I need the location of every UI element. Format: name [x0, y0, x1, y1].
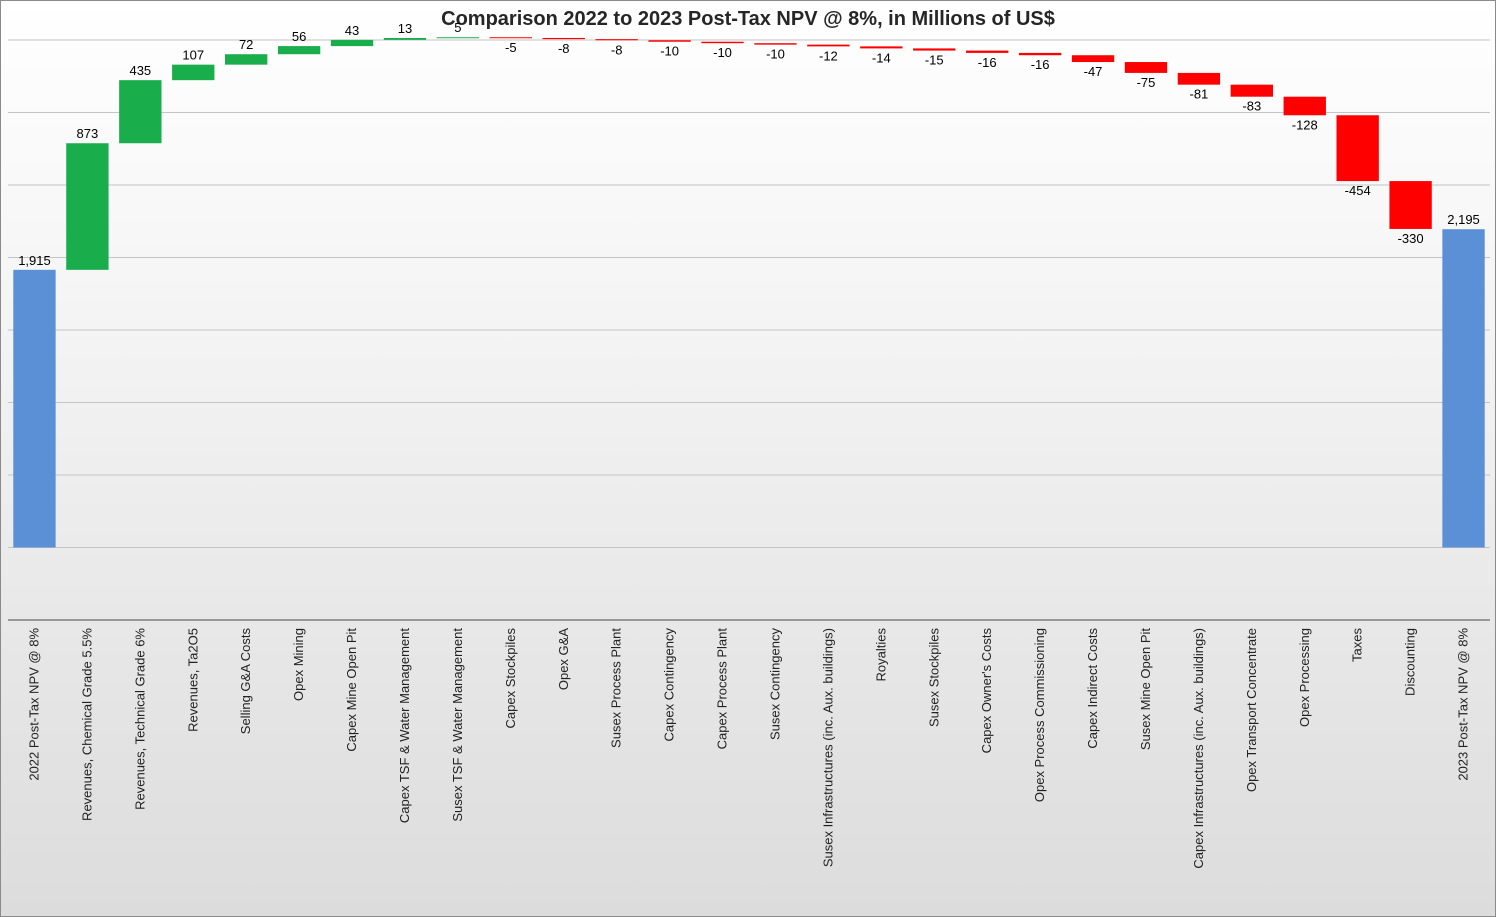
- data-label: -8: [611, 42, 623, 57]
- decrease-bar: [1389, 181, 1432, 229]
- increase-bar: [277, 46, 321, 55]
- data-label: -10: [660, 44, 679, 59]
- data-label: 1,915: [18, 253, 51, 268]
- decrease-bar: [1336, 115, 1379, 182]
- category-label: 2023 Post-Tax NPV @ 8%: [1456, 628, 1471, 781]
- category-label: Revenues, Ta2O5: [185, 628, 200, 732]
- category-label: Capex TSF & Water Management: [397, 628, 412, 823]
- category-label: Capex Mine Open Pit: [344, 628, 359, 752]
- category-label: Capex Process Plant: [715, 628, 730, 750]
- category-label: Taxes: [1350, 628, 1365, 662]
- decrease-bar: [542, 37, 585, 40]
- data-label: 13: [398, 21, 412, 36]
- data-label: -47: [1084, 64, 1103, 79]
- increase-bar: [330, 39, 374, 47]
- category-label: Capex Indirect Costs: [1085, 628, 1100, 749]
- data-label: 873: [77, 126, 99, 141]
- decrease-bar: [1018, 52, 1062, 56]
- increase-bar: [66, 143, 109, 270]
- category-label: Selling G&A Costs: [238, 628, 253, 735]
- increase-bar: [119, 80, 162, 144]
- category-label: Capex Infrastructures (inc. Aux. buildin…: [1191, 628, 1206, 869]
- data-label: 5: [454, 20, 461, 35]
- decrease-bar: [913, 48, 956, 51]
- data-label: -454: [1345, 183, 1371, 198]
- data-label: -5: [505, 40, 517, 55]
- decrease-bar: [1177, 72, 1221, 85]
- data-label: 72: [239, 37, 253, 52]
- decrease-bar: [1071, 55, 1115, 63]
- decrease-bar: [648, 40, 691, 42]
- data-label: 435: [129, 63, 151, 78]
- data-label: -83: [1242, 99, 1261, 114]
- increase-bar: [383, 37, 427, 40]
- data-label: -12: [819, 48, 838, 63]
- decrease-bar: [860, 46, 903, 49]
- data-label: -16: [1031, 57, 1050, 72]
- increase-bar: [225, 54, 268, 65]
- category-label: Revenues, Chemical Grade 5.5%: [79, 628, 94, 821]
- category-label: Susex Contingency: [767, 628, 782, 741]
- decrease-bar: [754, 43, 797, 45]
- category-label: Capex Owner's Costs: [979, 628, 994, 754]
- increase-bar: [172, 64, 215, 81]
- decrease-bar: [1124, 62, 1168, 73]
- chart-title: Comparison 2022 to 2023 Post-Tax NPV @ 8…: [441, 8, 1055, 30]
- gridlines: [8, 39, 1490, 621]
- category-label: Opex Transport Concentrate: [1244, 628, 1259, 792]
- category-label: Discounting: [1403, 628, 1418, 696]
- data-label: 107: [182, 48, 204, 63]
- data-label: -330: [1398, 231, 1424, 246]
- increase-bar: [436, 37, 480, 39]
- data-label: -15: [925, 53, 944, 68]
- data-label: 56: [292, 29, 306, 44]
- category-label: Opex Mining: [291, 628, 306, 701]
- category-label: Susex Infrastructures (inc. Aux. buildin…: [820, 628, 835, 867]
- decrease-bar: [807, 44, 850, 47]
- category-label: 2022 Post-Tax NPV @ 8%: [26, 628, 41, 781]
- category-label: Revenues, Technical Grade 6%: [132, 628, 147, 810]
- data-label: 43: [345, 23, 359, 38]
- category-label: Opex G&A: [556, 628, 571, 690]
- total-bar: [13, 269, 56, 548]
- category-label: Royalties: [873, 628, 888, 682]
- decrease-bar: [966, 50, 1009, 53]
- category-label: Susex TSF & Water Management: [450, 628, 465, 822]
- category-label: Susex Mine Open Pit: [1138, 628, 1153, 751]
- data-labels: 1,915 873 435 107 72 56 43 13 5 -5 -8 -8 -10 -10 -10 -1…: [18, 20, 1480, 268]
- bars: [13, 37, 1485, 548]
- data-label: -10: [766, 47, 785, 62]
- category-label: Opex Process Commissioning: [1032, 628, 1047, 802]
- category-label: Susex Stockpiles: [926, 628, 941, 727]
- decrease-bar: [701, 41, 744, 44]
- decrease-bar: [1283, 96, 1326, 116]
- data-label: -75: [1137, 75, 1156, 90]
- decrease-bar: [1230, 84, 1273, 97]
- data-label: -81: [1189, 87, 1208, 102]
- category-label: Capex Contingency: [662, 628, 677, 742]
- data-label: -128: [1292, 117, 1318, 132]
- category-label: Opex Processing: [1297, 628, 1312, 727]
- data-label: -16: [978, 55, 997, 70]
- total-bar: [1442, 229, 1485, 548]
- data-label: -14: [872, 50, 891, 65]
- data-label: -8: [558, 41, 570, 56]
- decrease-bar: [595, 39, 638, 41]
- decrease-bar: [489, 37, 532, 39]
- category-labels: 2022 Post-Tax NPV @ 8% Revenues, Chemical…: [26, 628, 1470, 869]
- category-label: Susex Process Plant: [609, 628, 624, 748]
- category-label: Capex Stockpiles: [503, 628, 518, 729]
- data-label: -10: [713, 45, 732, 60]
- data-label: 2,195: [1447, 212, 1480, 227]
